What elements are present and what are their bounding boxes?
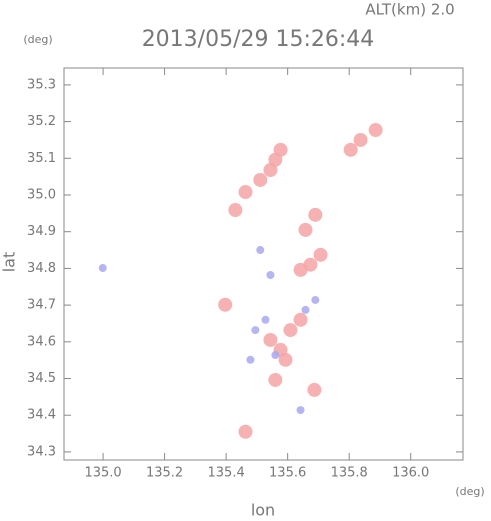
echo-point [293,312,308,327]
echo-point [311,295,320,304]
echo-point [98,264,107,273]
x-tick-label: 135.8 [331,466,368,481]
y-tick-label: 35.0 [27,187,56,202]
y-unit: (deg) [23,33,52,46]
x-tick-label: 135.2 [146,466,183,481]
echo-point [266,271,275,280]
y-tick-label: 34.8 [27,261,56,276]
echo-point [298,222,313,237]
y-tick-label: 34.3 [27,444,56,459]
y-tick-label: 34.6 [27,334,56,349]
echo-point [293,262,308,277]
x-tick-label: 135.4 [208,466,245,481]
echo-point [313,247,328,262]
y-tick-label: 35.3 [27,77,56,92]
echo-point [238,424,253,439]
echo-point [271,351,280,360]
echo-point [308,207,323,222]
echo-point [283,323,298,338]
echo-point [273,142,288,157]
y-tick-label: 34.5 [27,371,56,386]
echo-point [263,332,278,347]
echo-point [296,406,305,415]
subtitle: ALT(km) 2.0 [365,1,454,19]
chart-title: 2013/05/29 15:26:44 [142,27,375,52]
echo-point [343,142,358,157]
y-tick-label: 34.9 [27,224,56,239]
echo-point [246,355,255,364]
x-axis-label: lon [251,501,275,520]
echo-point [238,185,253,200]
x-tick-label: 136.0 [392,466,429,481]
echo-point [368,123,383,138]
echo-point [261,315,270,324]
echo-point [307,382,322,397]
plot-frame [63,67,464,461]
echo-point [228,203,243,218]
echo-point [268,372,283,387]
echo-point [256,246,265,255]
echo-point [263,163,278,178]
echo-point [218,297,233,312]
echo-point [301,305,310,314]
echo-point [353,132,368,147]
y-tick-label: 34.7 [27,298,56,313]
x-tick-label: 135.6 [269,466,306,481]
x-tick-label: 135.0 [84,466,121,481]
y-tick-label: 35.1 [27,151,56,166]
echo-point [251,326,260,335]
echo-point [253,172,268,187]
y-tick-label: 34.4 [27,408,56,423]
echo-point [278,352,293,367]
y-tick-label: 35.2 [27,114,56,129]
x-unit: (deg) [455,485,484,498]
y-axis-label: lat [0,252,19,273]
